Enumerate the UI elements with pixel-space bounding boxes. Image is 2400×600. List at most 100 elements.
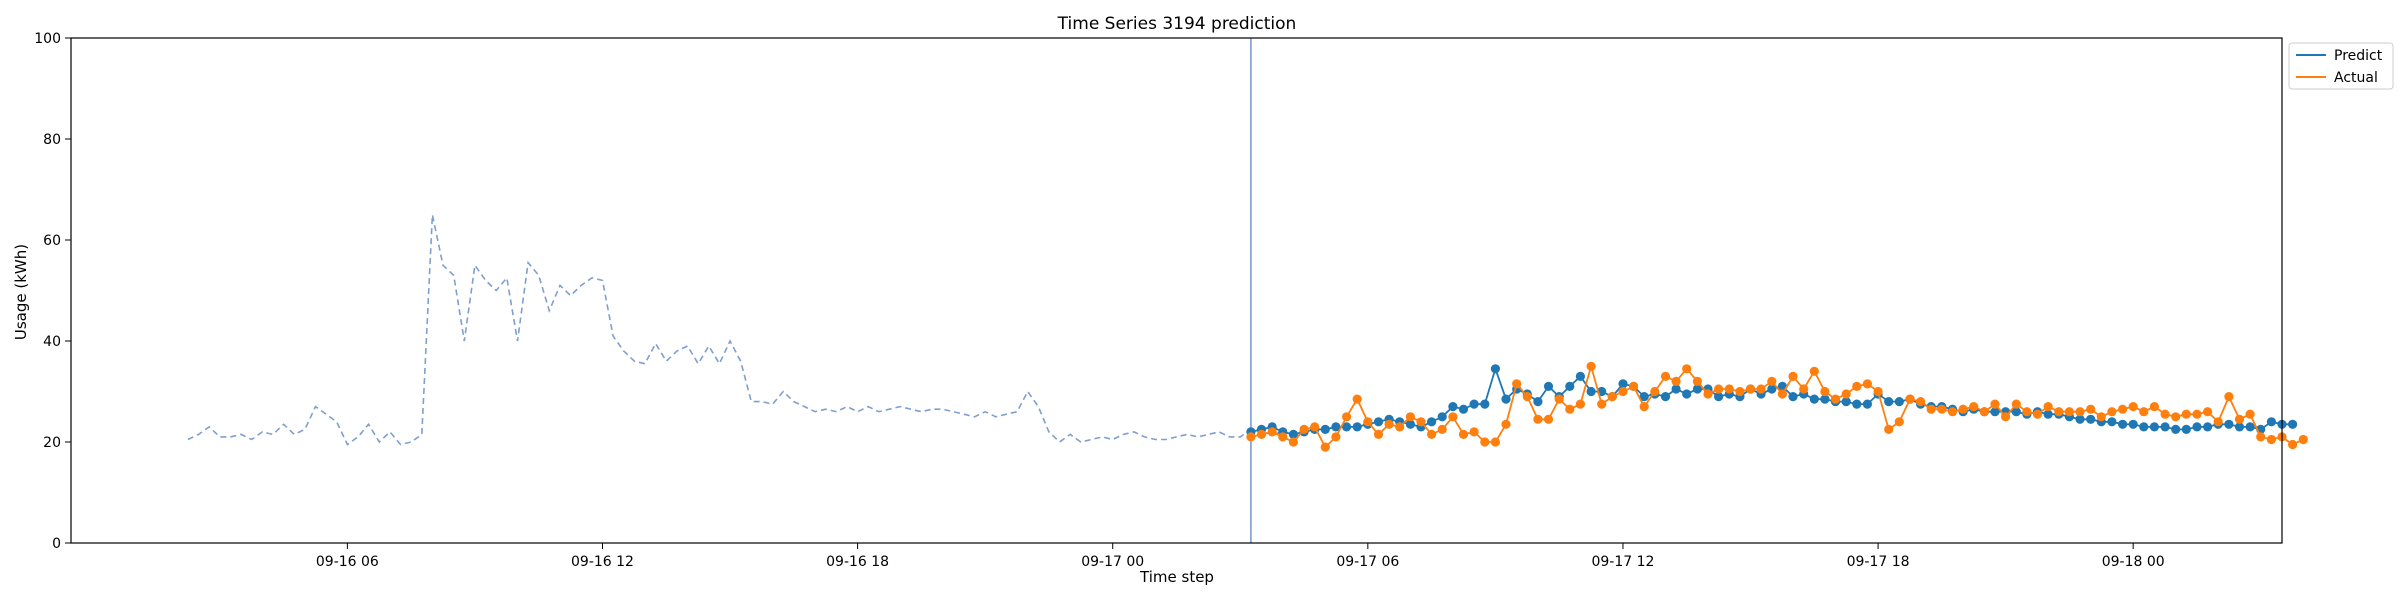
actual-point [1894, 417, 1904, 427]
actual-point [1990, 399, 2000, 409]
predict-point [1788, 392, 1798, 402]
actual-point [2054, 407, 2064, 417]
predict-point [2011, 407, 2021, 417]
actual-point [1682, 364, 1692, 374]
actual-point [1554, 394, 1564, 404]
actual-point [1405, 412, 1415, 422]
actual-line [1250, 362, 2304, 449]
predict-point [1618, 379, 1628, 389]
actual-point [1830, 394, 1841, 404]
actual-point [1873, 386, 1883, 397]
predict-point [1342, 422, 1352, 432]
actual-point [2288, 439, 2298, 450]
predict-point [2266, 417, 2276, 427]
predict-point [2160, 422, 2170, 432]
predict-point [2149, 422, 2159, 432]
actual-point [2022, 407, 2032, 417]
actual-point [1363, 417, 1373, 427]
predict-point [2139, 422, 2149, 432]
predict-point [1405, 419, 1415, 429]
predict-point [1660, 392, 1671, 402]
x-tick-label: 09-17 06 [1336, 554, 1399, 570]
actual-point [1575, 399, 1585, 409]
actual-point [1395, 422, 1405, 432]
predict-point [1586, 386, 1596, 397]
actual-point [1629, 381, 1639, 391]
actual-point [1320, 442, 1330, 452]
predict-point [1373, 417, 1384, 427]
legend: Predict Actual [2288, 42, 2394, 90]
predict-point [1671, 384, 1681, 394]
actual-point [1862, 379, 1872, 389]
actual-point [1512, 379, 1522, 389]
actual-point [1352, 394, 1362, 404]
actual-point [1597, 399, 1607, 409]
actual-point [2096, 412, 2106, 422]
x-tick-label: 09-17 18 [1847, 554, 1910, 570]
actual-point [1469, 427, 1479, 437]
predict-point [1862, 399, 1872, 409]
predict-point [2234, 422, 2245, 432]
predict-point [1288, 429, 1298, 439]
predict-point [1841, 397, 1851, 407]
predict-point [1490, 364, 1500, 374]
actual-point [2149, 402, 2159, 412]
predict-point [1639, 392, 1649, 402]
predict-point [1682, 389, 1692, 399]
actual-point [1799, 384, 1809, 394]
predict-point [2075, 414, 2085, 424]
actual-point [1809, 366, 1819, 376]
actual-point [1650, 386, 1660, 397]
predict-point [1501, 394, 1511, 404]
predict-point [1894, 397, 1904, 407]
predict-point [2128, 419, 2138, 429]
actual-point [2245, 409, 2255, 419]
actual-point [1820, 386, 1830, 397]
actual-point [1884, 424, 1894, 434]
x-tick-label: 09-17 00 [1081, 554, 1144, 570]
actual-point [2203, 407, 2213, 417]
actual-point [1490, 437, 1500, 447]
predict-point [2171, 424, 2181, 434]
actual-point [1437, 424, 1447, 434]
actual-point [2298, 434, 2308, 445]
axis-ticks: 0 20 40 60 80 100 09-16 06 09-16 12 09-16 18 09-1… [34, 31, 2164, 570]
actual-point [1767, 376, 1777, 386]
predict-point [1533, 397, 1543, 407]
predict-point [1809, 394, 1819, 404]
x-tick-label: 09-16 06 [316, 554, 379, 570]
actual-point [1841, 389, 1851, 399]
predict-point [2118, 419, 2128, 429]
actual-point [1565, 404, 1575, 414]
plot-frame [70, 37, 2283, 544]
actual-point [1735, 386, 1745, 397]
predict-point [1437, 412, 1447, 422]
predict-point [1331, 422, 1341, 432]
actual-point [2075, 407, 2085, 417]
actual-point [1267, 427, 1277, 437]
actual-point [1543, 414, 1554, 424]
actual-point [1427, 429, 1437, 439]
predict-point [2086, 414, 2096, 424]
actual-point [1342, 412, 1352, 422]
actual-point [2213, 417, 2223, 427]
y-tick-label: 80 [43, 132, 61, 148]
actual-point [1905, 394, 1915, 404]
actual-point [1480, 437, 1490, 447]
y-tick-label: 60 [43, 233, 61, 249]
y-tick-label: 100 [34, 31, 61, 47]
chart-title: Time Series 3194 prediction [1057, 14, 1297, 34]
predict-point [1543, 381, 1554, 391]
predict-point [1320, 424, 1330, 434]
predict-point [1480, 399, 1490, 409]
actual-point [1278, 432, 1288, 442]
predict-point [1575, 371, 1585, 381]
actual-point [1256, 429, 1267, 439]
actual-point [1724, 384, 1734, 394]
chart-marks [187, 38, 2308, 543]
predict-point [1427, 417, 1437, 427]
actual-point [1522, 392, 1532, 402]
actual-point [1660, 371, 1671, 381]
predict-point [2203, 422, 2213, 432]
actual-point [1714, 384, 1724, 394]
